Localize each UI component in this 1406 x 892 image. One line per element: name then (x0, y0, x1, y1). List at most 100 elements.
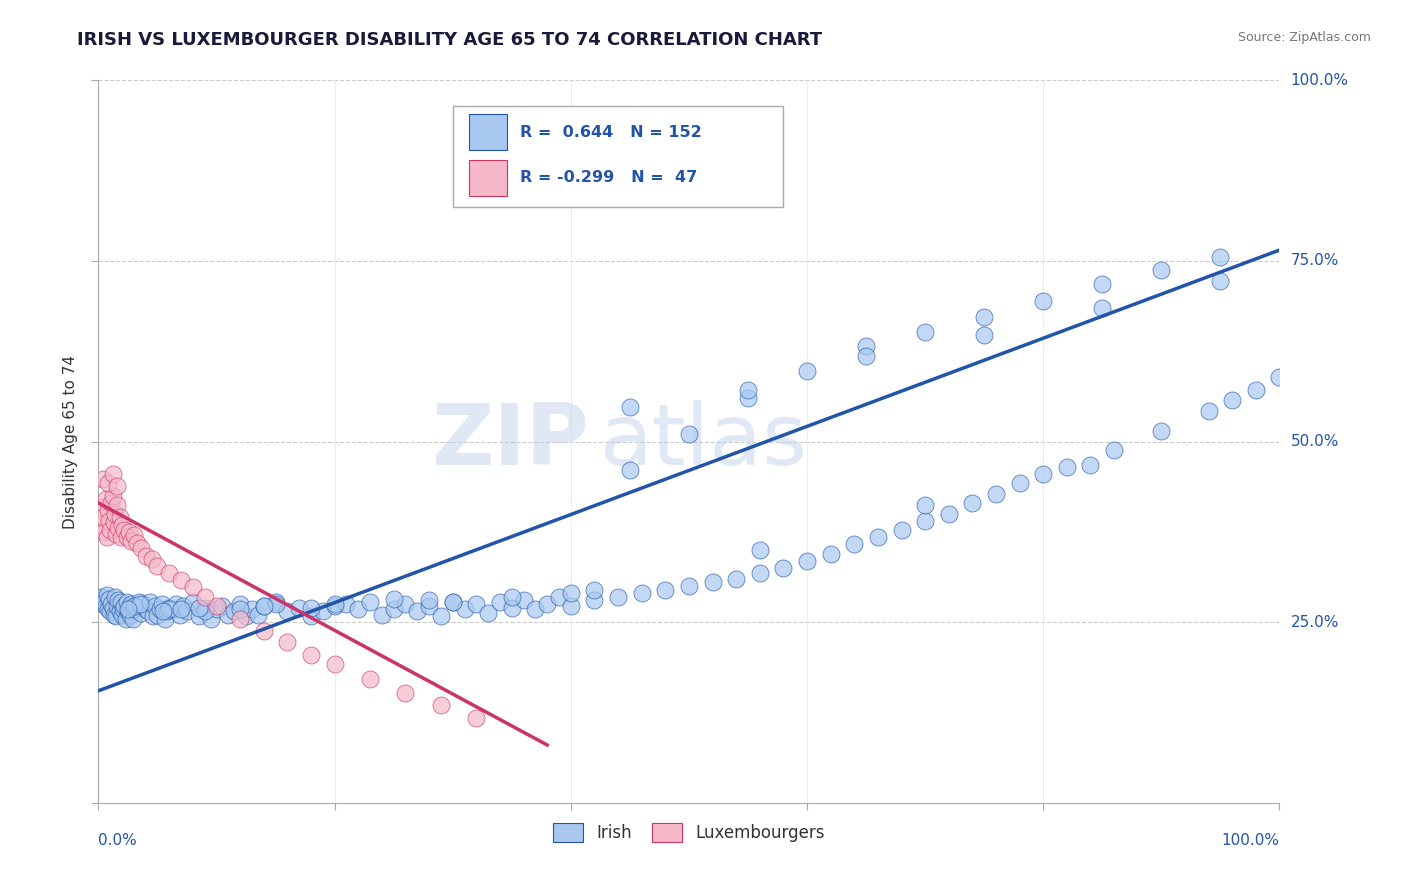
Point (347, 602, 370, 616)
Point (150, 597, 173, 611)
Point (394, 597, 416, 611)
Point (264, 597, 287, 611)
Point (146, 558, 169, 573)
Point (135, 549, 157, 563)
Point (104, 590, 127, 604)
Point (93, 595, 115, 609)
Point (583, 582, 606, 597)
Point (253, 599, 276, 614)
Point (796, 554, 818, 568)
Point (253, 624, 276, 638)
Point (101, 467, 124, 481)
Point (122, 599, 145, 614)
FancyBboxPatch shape (470, 114, 508, 151)
Point (187, 600, 209, 615)
Point (142, 609, 165, 624)
Point (114, 611, 136, 625)
Point (97, 476, 120, 491)
Point (335, 597, 357, 611)
Point (194, 590, 217, 604)
Point (162, 602, 184, 616)
Point (112, 523, 135, 537)
Point (118, 524, 141, 539)
Legend: Irish, Luxembourgers: Irish, Luxembourgers (547, 816, 831, 848)
Point (323, 599, 346, 614)
Point (108, 604, 131, 618)
Point (149, 602, 172, 616)
Point (465, 597, 488, 611)
Text: R =  0.644   N = 152: R = 0.644 N = 152 (520, 125, 702, 140)
Point (725, 572, 748, 586)
Point (253, 599, 276, 614)
Point (110, 595, 132, 609)
Point (121, 597, 143, 611)
Point (105, 527, 128, 541)
Point (118, 600, 141, 615)
Text: IRISH VS LUXEMBOURGER DISABILITY AGE 65 TO 74 CORRELATION CHART: IRISH VS LUXEMBOURGER DISABILITY AGE 65 … (77, 31, 823, 49)
Point (1032, 293, 1054, 308)
Point (107, 521, 129, 535)
Point (96, 530, 118, 544)
Point (90, 517, 112, 532)
Text: 100.0%: 100.0% (1222, 833, 1279, 848)
Point (97, 602, 120, 616)
Point (560, 586, 582, 600)
Point (112, 599, 135, 614)
Point (844, 537, 866, 551)
Point (1150, 262, 1173, 277)
Point (276, 604, 298, 618)
Point (1268, 369, 1291, 384)
Point (962, 496, 984, 510)
Point (477, 607, 499, 621)
Point (702, 575, 724, 590)
Point (98, 604, 121, 618)
Point (152, 604, 174, 618)
Point (93, 524, 115, 539)
Point (1091, 301, 1114, 315)
Y-axis label: Disability Age 65 to 74: Disability Age 65 to 74 (63, 354, 79, 529)
Point (1091, 277, 1114, 291)
Point (973, 327, 995, 342)
Point (105, 599, 128, 614)
Point (235, 609, 257, 624)
Point (91, 472, 114, 486)
Point (121, 611, 143, 625)
Point (117, 604, 139, 618)
Point (489, 595, 512, 609)
Point (176, 604, 198, 618)
Point (938, 507, 960, 521)
Point (172, 599, 194, 614)
Point (129, 607, 152, 621)
Point (91, 590, 114, 604)
Point (91, 510, 114, 524)
Point (619, 463, 641, 477)
Text: 0.0%: 0.0% (98, 833, 138, 848)
Point (187, 609, 209, 624)
Point (394, 686, 416, 700)
Point (200, 611, 222, 625)
Point (129, 541, 152, 556)
Point (141, 551, 163, 566)
Point (359, 595, 381, 609)
Point (299, 609, 322, 624)
Point (1080, 458, 1102, 472)
Point (418, 599, 440, 614)
Point (1244, 383, 1267, 397)
Point (100, 597, 122, 611)
Point (737, 383, 759, 397)
Point (914, 498, 936, 512)
Point (98, 592, 121, 607)
Point (312, 604, 335, 618)
Point (122, 528, 145, 542)
Text: 25.0%: 25.0% (1291, 615, 1339, 630)
Point (1150, 424, 1173, 438)
Point (299, 600, 322, 615)
Point (382, 602, 405, 616)
Point (607, 590, 630, 604)
Point (536, 597, 558, 611)
Point (772, 561, 794, 575)
Point (211, 599, 233, 614)
Point (170, 602, 193, 616)
Point (1032, 467, 1054, 481)
Point (169, 607, 191, 622)
